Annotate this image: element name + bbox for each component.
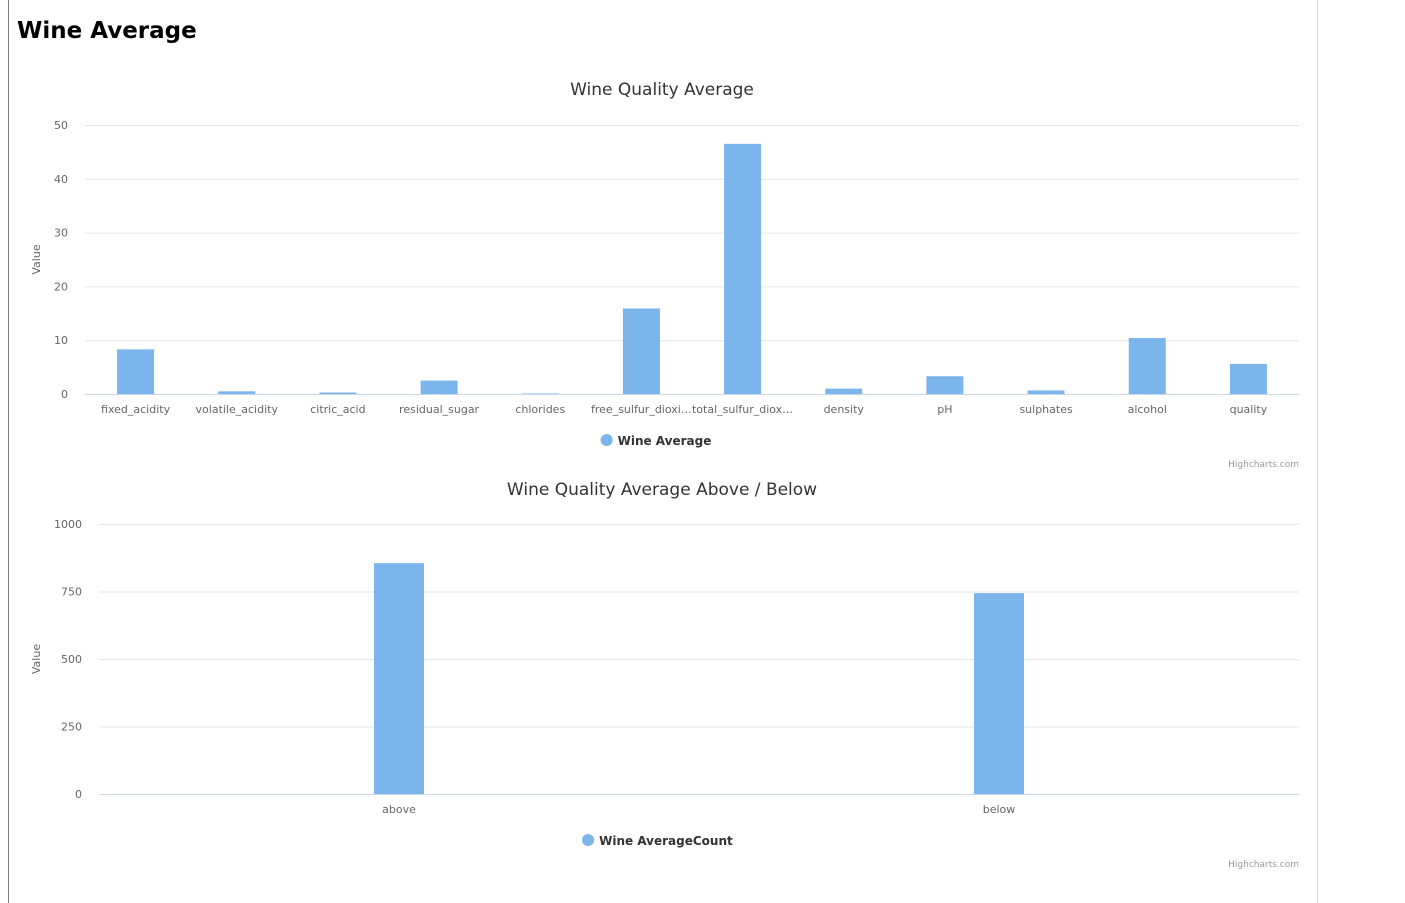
bar-quality[interactable] xyxy=(1229,363,1267,394)
legend-item[interactable]: Wine Average xyxy=(600,434,712,448)
legend-marker xyxy=(600,434,613,446)
x-tick-label: below xyxy=(983,803,1016,816)
x-tick-label: sulphates xyxy=(1019,403,1073,416)
y-axis-label: Value xyxy=(30,244,43,274)
x-tick-label: volatile_acidity xyxy=(196,403,279,416)
y-tick-label: 10 xyxy=(54,334,68,347)
x-tick-label: density xyxy=(824,403,865,416)
y-tick-label: 1000 xyxy=(54,518,82,531)
bar-density[interactable] xyxy=(825,388,863,394)
legend-label: Wine Average xyxy=(618,434,712,448)
x-tick-label: above xyxy=(382,803,416,816)
chart-wine-quality-average: Wine Quality Average 0 10 20 30 40 50 Value fixe… xyxy=(30,80,1299,470)
bar-residual-sugar[interactable] xyxy=(420,380,458,394)
bar-pH[interactable] xyxy=(926,376,964,394)
bar-below[interactable] xyxy=(974,593,1024,794)
x-tick-label: chlorides xyxy=(515,403,565,416)
bar-fixed-acidity[interactable] xyxy=(117,349,155,394)
chart-wine-quality-above-below: Wine Quality Average Above / Below 0 250 50… xyxy=(30,480,1299,870)
chart-title: Wine Quality Average Above / Below xyxy=(507,480,817,500)
bar-citric-acid[interactable] xyxy=(319,392,357,394)
x-tick-label: pH xyxy=(937,403,952,416)
x-tick-label: quality xyxy=(1230,403,1268,416)
y-tick-label: 0 xyxy=(75,788,82,801)
y-tick-label: 250 xyxy=(61,721,82,734)
page-frame xyxy=(8,0,1318,903)
page-title: Wine Average xyxy=(17,18,197,44)
bar-sulphates[interactable] xyxy=(1027,390,1065,394)
x-tick-label: fixed_acidity xyxy=(101,403,171,416)
bar-total-sulfur-diox[interactable] xyxy=(724,143,762,394)
bar-alcohol[interactable] xyxy=(1128,338,1166,394)
bar-volatile-acidity[interactable] xyxy=(218,391,256,394)
x-tick-label: alcohol xyxy=(1128,403,1167,416)
legend-item[interactable]: Wine AverageCount xyxy=(582,834,733,848)
bar-free-sulfur-dioxi[interactable] xyxy=(622,308,660,394)
credits-link[interactable]: Highcharts.com xyxy=(1228,860,1299,870)
credits-link[interactable]: Highcharts.com xyxy=(1228,460,1299,470)
y-axis-label: Value xyxy=(30,644,43,674)
y-tick-label: 50 xyxy=(54,119,68,132)
legend-marker xyxy=(582,834,595,846)
chart-title: Wine Quality Average xyxy=(570,80,754,100)
bar-above[interactable] xyxy=(374,563,424,794)
y-tick-label: 0 xyxy=(61,388,68,401)
y-tick-label: 30 xyxy=(54,227,68,240)
legend-label: Wine AverageCount xyxy=(599,834,733,848)
x-tick-label: free_sulfur_dioxi… xyxy=(591,403,692,416)
y-tick-label: 500 xyxy=(61,653,82,666)
x-tick-label: total_sulfur_diox… xyxy=(692,403,793,416)
y-tick-label: 20 xyxy=(54,280,68,293)
x-tick-label: residual_sugar xyxy=(399,403,480,416)
y-tick-label: 40 xyxy=(54,173,68,186)
y-tick-label: 750 xyxy=(61,586,82,599)
x-tick-label: citric_acid xyxy=(310,403,365,416)
